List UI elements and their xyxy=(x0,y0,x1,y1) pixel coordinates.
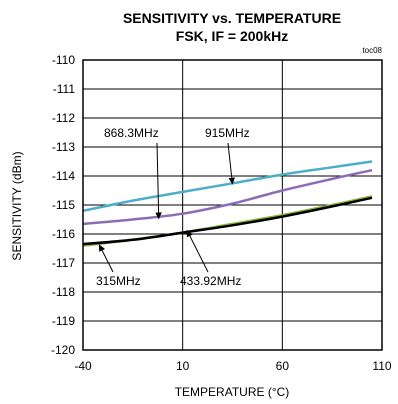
series-lines xyxy=(83,162,372,246)
chart-title: SENSITIVITY vs. TEMPERATURE xyxy=(123,10,341,26)
annotation-label: 433.92MHz xyxy=(180,274,241,288)
series-line xyxy=(83,162,372,211)
x-tick-label: 110 xyxy=(372,359,391,373)
chart-subtitle: FSK, IF = 200kHz xyxy=(176,28,288,44)
series-line xyxy=(83,170,372,224)
y-tick-label: -112 xyxy=(52,111,75,125)
y-tick-label: -111 xyxy=(53,82,76,96)
x-tick-label: -40 xyxy=(74,359,92,373)
x-tick-labels: -40 10 60 110 xyxy=(74,359,392,373)
y-tick-label: -114 xyxy=(52,169,75,183)
annotation-arrow xyxy=(102,250,113,272)
y-tick-labels: -110 -111 -112 -113 -114 -115 -116 -117 -118 -119… xyxy=(51,53,75,357)
y-tick-label: -115 xyxy=(52,198,75,212)
annotation-arrow xyxy=(157,143,159,213)
x-axis-label: TEMPERATURE (°C) xyxy=(175,385,290,399)
annotation-arrow xyxy=(190,236,208,272)
x-tick-label: 60 xyxy=(276,359,290,373)
annotation-label: 315MHz xyxy=(96,274,141,288)
figure-code: toc08 xyxy=(362,46,382,55)
annotation-label: 915MHz xyxy=(205,126,250,140)
y-tick-label: -113 xyxy=(52,140,75,154)
y-tick-label: -116 xyxy=(52,227,75,241)
y-tick-label: -120 xyxy=(51,343,75,357)
annotation-arrow xyxy=(228,143,232,178)
annotation-label: 868.3MHz xyxy=(104,126,159,140)
y-tick-label: -118 xyxy=(52,285,75,299)
y-tick-label: -117 xyxy=(52,256,75,270)
x-tick-label: 10 xyxy=(176,359,190,373)
y-tick-label: -110 xyxy=(52,53,75,67)
y-tick-label: -119 xyxy=(52,314,75,328)
annotations: 868.3MHz 915MHz 315MHz 433.92MHz xyxy=(96,126,250,288)
y-axis-label: SENSITIVITY (dBm) xyxy=(10,151,24,260)
